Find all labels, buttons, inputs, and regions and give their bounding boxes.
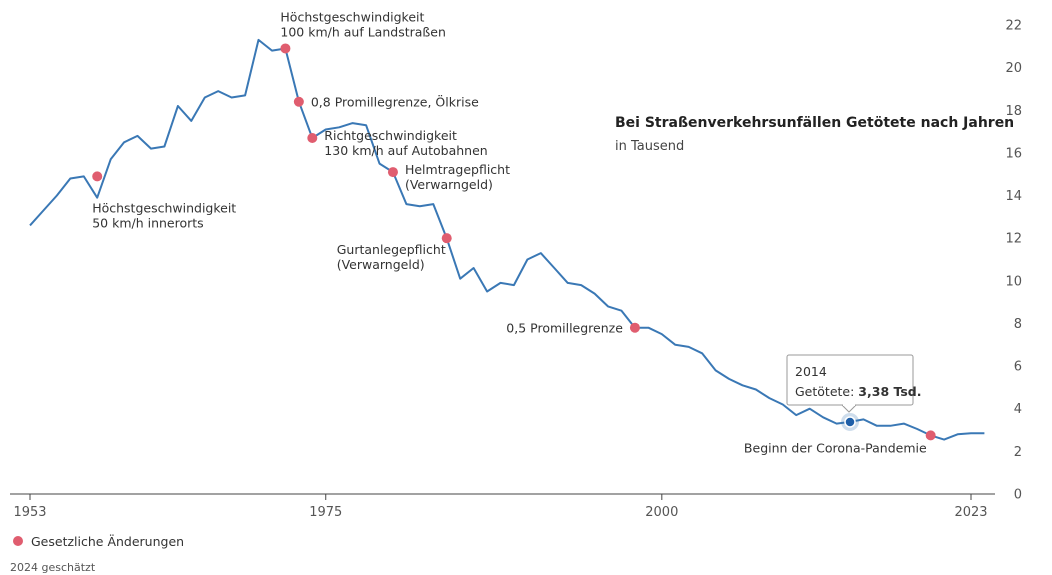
y-tick-label: 10 xyxy=(1005,274,1022,289)
annotation-label: (Verwarngeld) xyxy=(337,257,425,272)
y-tick-label: 6 xyxy=(1014,360,1022,375)
y-tick-label: 12 xyxy=(1005,232,1022,247)
y-tick-label: 20 xyxy=(1005,61,1022,76)
y-tick-label: 18 xyxy=(1005,104,1022,119)
annotation-label: 50 km/h innerorts xyxy=(92,215,203,230)
y-tick-label: 4 xyxy=(1014,402,1022,417)
law-change-marker[interactable] xyxy=(92,171,103,182)
law-change-marker[interactable] xyxy=(307,132,318,143)
annotation-label: (Verwarngeld) xyxy=(405,177,493,192)
chart-title: Bei Straßenverkehrsunfällen Getötete nac… xyxy=(615,115,1014,131)
annotation-label: Gurtanlegepflicht xyxy=(337,242,446,257)
law-change-marker[interactable] xyxy=(280,43,291,54)
highlight-point[interactable] xyxy=(841,412,860,431)
legend: Gesetzliche Änderungen xyxy=(13,534,184,549)
law-change-marker[interactable] xyxy=(293,96,304,107)
law-change-marker[interactable] xyxy=(441,233,452,244)
chart-subtitle: in Tausend xyxy=(615,139,684,154)
tooltip-value-line: Getötete: 3,38 Tsd. xyxy=(795,384,922,399)
x-tick-label: 2023 xyxy=(954,505,987,520)
law-change-marker[interactable] xyxy=(387,167,398,178)
y-tick-label: 16 xyxy=(1005,146,1022,161)
highlight-dot[interactable] xyxy=(844,416,856,428)
tooltip-label: Getötete: xyxy=(795,384,858,399)
annotation-label: Helmtragepflicht xyxy=(405,162,510,177)
y-tick-label: 8 xyxy=(1014,317,1022,332)
tooltip-year: 2014 xyxy=(795,364,827,379)
tooltip-pointer xyxy=(840,404,858,413)
annotation-label: 0,8 Promillegrenze, Ölkrise xyxy=(311,94,479,110)
annotation-label: 130 km/h auf Autobahnen xyxy=(324,143,487,158)
legend-marker-icon xyxy=(13,536,23,546)
tooltip-value: 3,38 Tsd. xyxy=(858,384,921,399)
x-tick-label: 1975 xyxy=(309,505,342,520)
x-tick-label: 1953 xyxy=(13,505,46,520)
legend-label: Gesetzliche Änderungen xyxy=(31,534,184,549)
x-axis: 1953 1975 2000 2023 xyxy=(10,493,995,520)
annotation-label: Beginn der Corona-Pandemie xyxy=(744,440,927,455)
annotation-label: 100 km/h auf Landstraßen xyxy=(280,24,446,39)
tooltip: 2014 Getötete: 3,38 Tsd. xyxy=(786,354,922,413)
y-tick-label: 14 xyxy=(1005,189,1022,204)
y-tick-label: 2 xyxy=(1014,445,1022,460)
law-change-marker[interactable] xyxy=(629,322,640,333)
annotation-label: Höchstgeschwindigkeit xyxy=(280,9,424,24)
y-tick-label: 0 xyxy=(1014,488,1022,503)
annotation-label: 0,5 Promillegrenze xyxy=(506,321,623,336)
x-tick-label: 2000 xyxy=(645,505,678,520)
y-axis: 0 2 4 6 8 10 12 14 16 18 20 22 xyxy=(1005,19,1022,503)
y-tick-label: 22 xyxy=(1005,19,1022,34)
annotation-label: Höchstgeschwindigkeit xyxy=(92,200,236,215)
annotation-label: Richtgeschwindigkeit xyxy=(324,128,457,143)
footnote: 2024 geschätzt xyxy=(10,561,96,574)
law-change-marker[interactable] xyxy=(925,430,936,441)
series-line-getoetete xyxy=(29,38,985,441)
